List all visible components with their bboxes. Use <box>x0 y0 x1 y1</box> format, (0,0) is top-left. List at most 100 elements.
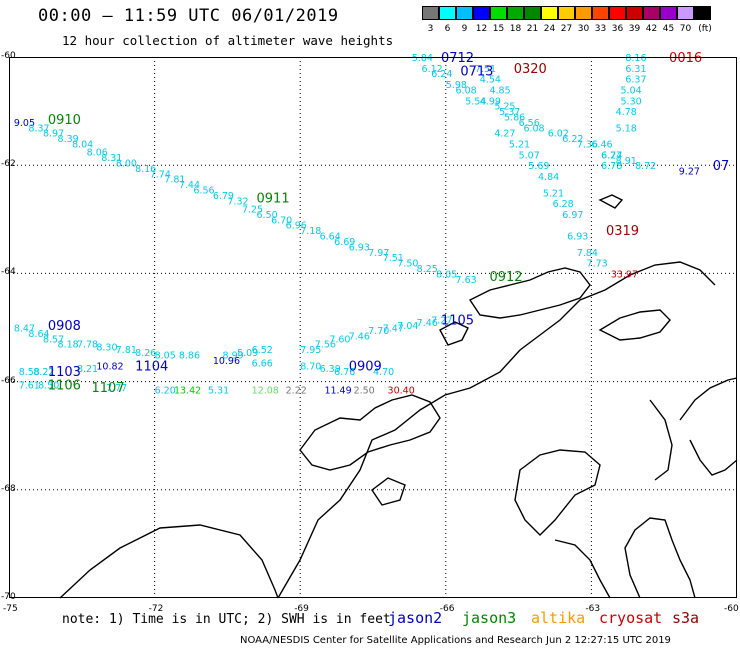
wave-height-value: 8.31 <box>101 153 122 164</box>
wave-height-value: 6.93 <box>349 242 370 253</box>
wave-height-value: 8.64 <box>28 329 49 340</box>
coastline-segment <box>468 267 591 319</box>
wave-height-value: 7.77 <box>106 383 127 394</box>
wave-height-value: 8.37 <box>28 123 49 134</box>
wave-height-value: 8.58 <box>19 367 40 378</box>
wave-height-value: 5.04 <box>621 85 642 96</box>
wave-height-value: 5.54 <box>465 96 486 107</box>
pass-time-label: 0320 <box>514 62 547 77</box>
pass-time-label: 1105 <box>441 313 474 328</box>
coastline-segment <box>277 261 716 599</box>
wave-height-value: 5.21 <box>509 140 530 151</box>
wave-height-value: 6.70 <box>271 215 292 226</box>
wave-height-value: 6.20 <box>155 386 176 397</box>
wave-height-value: 5.37 <box>499 107 520 118</box>
wave-height-value: 4.70 <box>373 367 394 378</box>
scale-label: 24 <box>543 24 556 34</box>
wave-height-value: 7.47 <box>383 324 404 335</box>
wave-height-value: 7.32 <box>227 196 248 207</box>
wave-height-value: 6.69 <box>334 237 355 248</box>
coastline-segment <box>439 321 469 346</box>
wave-height-value: 7.51 <box>383 253 404 264</box>
scale-label: 15 <box>492 24 505 34</box>
wave-height-value: 7.60 <box>329 334 350 345</box>
wave-height-value: 6.24 <box>431 69 452 80</box>
wave-height-value: 7.04 <box>397 321 418 332</box>
pass-time-label: 07 <box>713 159 730 174</box>
wave-height-value: 4.99 <box>480 96 501 107</box>
wave-height-value: 5.07 <box>519 150 540 161</box>
legend-cryosat: cryosat <box>599 609 663 627</box>
wave-height-value: 6.08 <box>523 123 544 134</box>
scale-label: 70 <box>679 24 692 34</box>
wave-height-value: 8.99 <box>223 351 244 362</box>
wave-height-value: 8.25 <box>417 264 438 275</box>
wave-height-value: 7.27 <box>431 315 452 326</box>
pass-time-label: 0713 <box>460 65 493 80</box>
legend-jason2: jason2 <box>388 609 443 627</box>
wave-height-value: 7.81 <box>164 175 185 186</box>
wave-height-value: 8.21 <box>77 364 98 375</box>
scale-label: 21 <box>526 24 539 34</box>
wave-height-value: 8.91 <box>616 156 637 167</box>
scale-label: 45 <box>662 24 675 34</box>
wave-height-value: 2.22 <box>286 386 307 397</box>
scale-label: 33 <box>594 24 607 34</box>
page-subtitle: 12 hour collection of altimeter wave hei… <box>62 33 394 48</box>
wave-height-value: 33.97 <box>611 269 638 280</box>
longitude-label: -63 <box>585 604 601 614</box>
pass-time-label: 0911 <box>257 192 290 207</box>
legend-s3a: s3a <box>672 609 700 627</box>
legend-jason3: jason3 <box>462 609 517 627</box>
wave-height-value: 8.72 <box>635 161 656 172</box>
pass-time-label: 0712 <box>441 51 474 66</box>
wave-height-value: 13.42 <box>174 386 201 397</box>
scale-swatch <box>456 6 473 20</box>
wave-height-value: 7.81 <box>116 345 137 356</box>
scale-label: 3 <box>427 24 434 34</box>
scale-swatch <box>643 6 660 20</box>
wave-height-value: 5.18 <box>616 123 637 134</box>
wave-height-value: 6.46 <box>591 140 612 151</box>
wave-height-value: 6.28 <box>553 199 574 210</box>
wave-height-value: 8.22 <box>33 367 54 378</box>
scale-label: 27 <box>560 24 573 34</box>
wave-height-value: 5.09 <box>237 348 258 359</box>
wave-height-value: 12.08 <box>252 386 279 397</box>
longitude-label: -72 <box>148 604 164 614</box>
scale-swatch <box>490 6 507 20</box>
wave-height-value: 6.12 <box>422 64 443 75</box>
coastline-segment <box>624 517 696 599</box>
scale-swatch <box>575 6 592 20</box>
pass-time-label: 0016 <box>669 51 702 66</box>
wave-height-value: 7.46 <box>349 332 370 343</box>
scale-label: 30 <box>577 24 590 34</box>
wave-height-value: 8.70 <box>300 361 321 372</box>
scale-label: 42 <box>645 24 658 34</box>
longitude-label: -60 <box>724 604 739 614</box>
pass-time-label: 0319 <box>606 224 639 239</box>
wave-height-value: 7.50 <box>397 259 418 270</box>
wave-height-value: 7.63 <box>456 275 477 286</box>
wave-height-value: 6.39 <box>320 364 341 375</box>
wave-height-value: 7.18 <box>300 226 321 237</box>
wave-height-value: 4.85 <box>489 85 510 96</box>
wave-height-value: 6.93 <box>567 232 588 243</box>
scale-swatch <box>609 6 626 20</box>
wave-height-value: 6.97 <box>562 210 583 221</box>
wave-height-value: 6.78 <box>601 161 622 172</box>
wave-height-value: 9.05 <box>14 118 35 129</box>
wave-height-value: 7.74 <box>150 169 171 180</box>
credits-footer: NOAA/NESDIS Center for Satellite Applica… <box>240 635 671 646</box>
coastline <box>59 194 738 599</box>
wave-height-value: 6.56 <box>193 186 214 197</box>
coastline-segment <box>598 194 624 209</box>
scale-swatch <box>507 6 524 20</box>
scale-swatch <box>677 6 694 20</box>
pass-time-label: 0912 <box>489 270 522 285</box>
wave-height-value: 8.39 <box>58 134 79 145</box>
wave-height-value: 30.40 <box>388 386 415 397</box>
scale-label: 39 <box>628 24 641 34</box>
wave-height-value: 5.31 <box>208 386 229 397</box>
map-frame <box>9 57 737 598</box>
